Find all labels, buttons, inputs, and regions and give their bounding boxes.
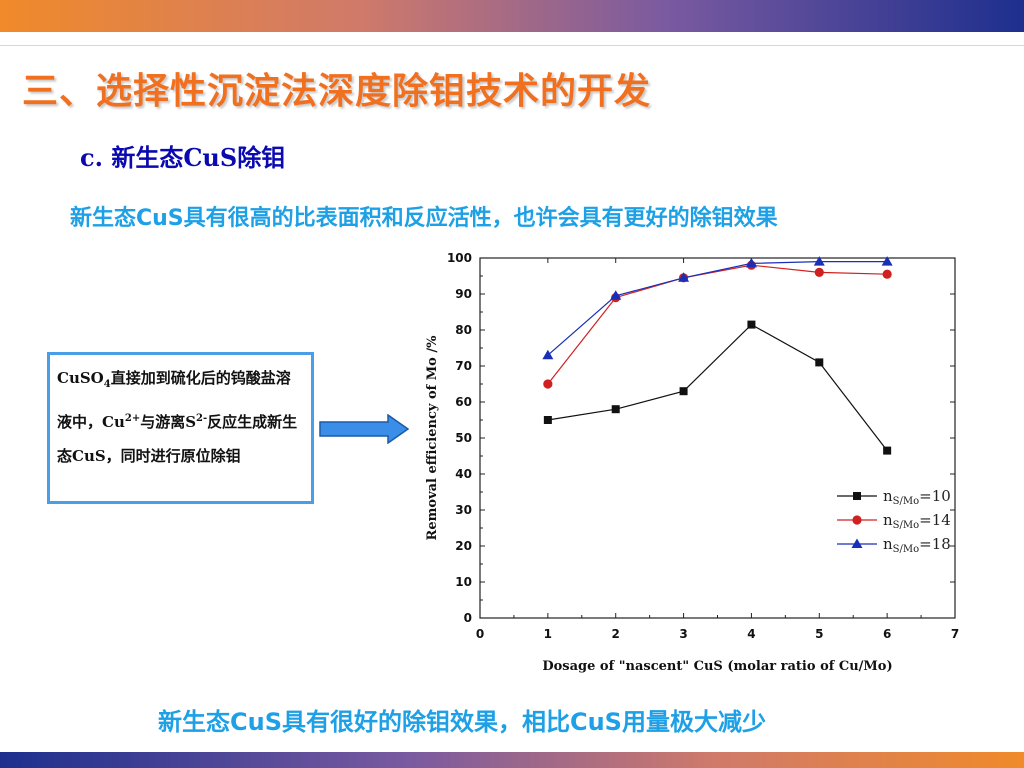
- x-tick-label: 4: [747, 627, 755, 641]
- slide-title: 三、选择性沉淀法深度除钼技术的开发: [22, 71, 652, 112]
- note-text-2: 直接加到硫化后的钨酸盐溶液中，Cu: [57, 369, 291, 431]
- data-point: [678, 272, 690, 282]
- section-subtitle: c. 新生态CuS除钼: [80, 143, 286, 172]
- note-sub-1: 4: [103, 379, 111, 390]
- note-box: CuSO4直接加到硫化后的钨酸盐溶液中，Cu2+与游离S2-反应生成新生态CuS…: [47, 352, 314, 504]
- data-point: [543, 379, 553, 389]
- y-tick-label: 80: [455, 323, 472, 337]
- note-text-1: CuSO: [57, 369, 104, 387]
- lead-text: 新生态CuS具有很高的比表面积和反应活性，也许会具有更好的除钼效果: [70, 206, 778, 231]
- x-tick-label: 6: [883, 627, 891, 641]
- data-point: [813, 256, 825, 266]
- series-line-1: [547, 323, 888, 451]
- plot-frame: [479, 257, 956, 619]
- series-line-3: [547, 261, 888, 356]
- legend-label: nS/Mo=10: [883, 487, 951, 507]
- x-tick-label: 0: [476, 627, 484, 641]
- data-point: [542, 349, 554, 360]
- data-point: [747, 320, 756, 329]
- bottom-decor-bar: [0, 752, 1024, 768]
- note-text-3: 与游离S: [140, 413, 197, 431]
- legend-marker: [853, 492, 861, 500]
- data-point: [814, 267, 824, 277]
- x-axis-label: Dosage of "nascent" CuS (molar ratio of …: [542, 659, 892, 674]
- note-sup-2: 2-: [196, 413, 208, 424]
- x-tick-label: 3: [679, 627, 687, 641]
- y-tick-label: 90: [455, 287, 472, 301]
- conclusion-text: 新生态CuS具有很好的除钼效果，相比CuS用量极大减少: [158, 708, 766, 736]
- y-tick-label: 20: [455, 539, 472, 553]
- data-point: [543, 416, 552, 424]
- y-tick-label: 0: [464, 611, 472, 625]
- x-tick-label: 5: [815, 627, 823, 641]
- y-tick-label: 40: [455, 467, 472, 481]
- right-arrow-icon: [319, 414, 410, 444]
- legend-label: nS/Mo=18: [883, 535, 951, 555]
- data-point: [815, 358, 824, 367]
- removal-efficiency-chart: 0 10 20 30 40 50 60 70 80 90 100 0 1 2 3 4 5 6 7 Dosage of …: [425, 251, 959, 674]
- x-tick-label: 1: [544, 627, 552, 641]
- series-line-2: [547, 264, 888, 385]
- y-tick-label: 10: [455, 575, 472, 589]
- y-tick-label: 30: [455, 503, 472, 517]
- x-tick-label: 2: [612, 627, 620, 641]
- note-sup-1: 2+: [124, 413, 141, 424]
- y-tick-label: 70: [455, 359, 472, 373]
- legend-label: nS/Mo=14: [883, 511, 951, 531]
- data-point: [611, 405, 620, 414]
- legend-marker: [852, 515, 862, 525]
- y-tick-label: 60: [455, 395, 472, 409]
- data-point: [610, 290, 622, 300]
- data-point: [882, 269, 892, 279]
- data-point: [883, 446, 892, 455]
- data-point: [881, 256, 893, 266]
- data-point: [679, 387, 688, 396]
- data-point: [745, 257, 757, 268]
- note-text-4: 反应生成新生态CuS，同时进行原位除钼: [57, 413, 298, 465]
- y-tick-label: 100: [447, 251, 472, 265]
- top-decor-bar: [0, 0, 1024, 32]
- y-axis-label: Removal efficiency of Mo /%: [425, 335, 440, 541]
- legend-marker: [851, 538, 863, 548]
- x-tick-label: 7: [951, 627, 959, 641]
- y-tick-label: 50: [455, 431, 472, 445]
- header-divider: [0, 45, 1024, 46]
